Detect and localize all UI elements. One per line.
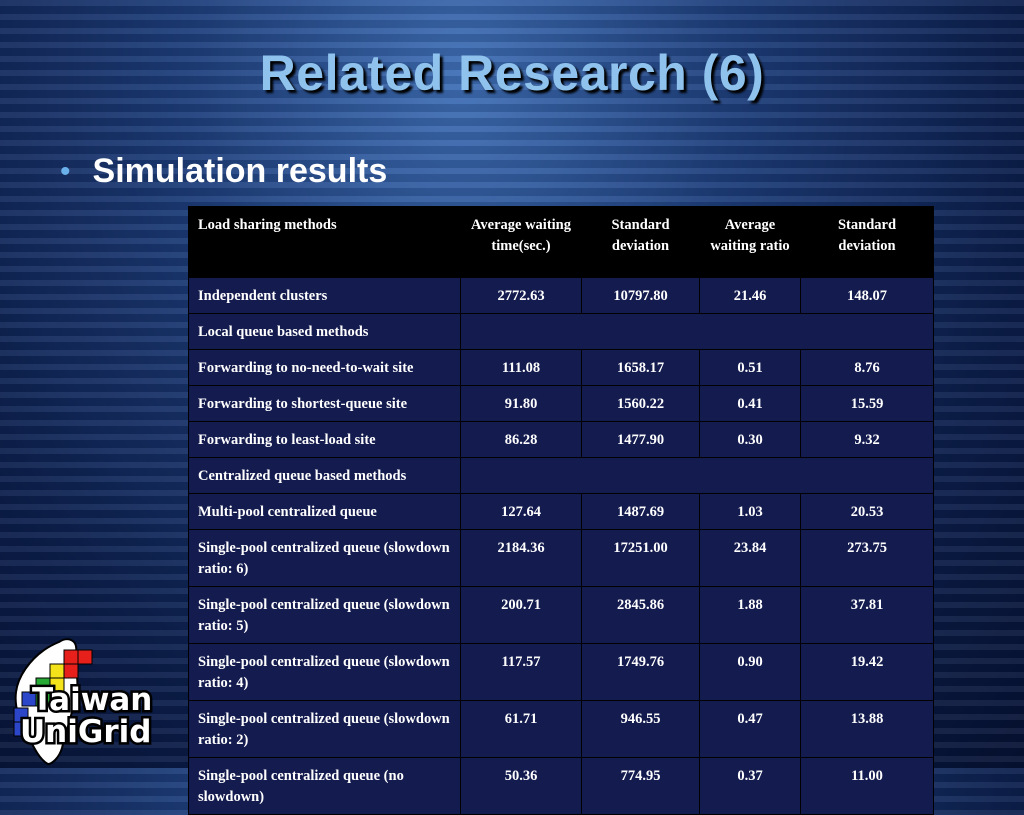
- table-cell: 1749.76: [581, 643, 700, 701]
- logo-text-taiwan: Taiwan: [32, 682, 152, 718]
- table-cell: 0.90: [699, 643, 801, 701]
- table-cell: 11.00: [800, 757, 934, 815]
- logo-text-unigrid: UniGrid: [20, 714, 151, 750]
- table-cell: 0.30: [699, 421, 801, 458]
- table-cell: 13.88: [800, 700, 934, 758]
- row-label: Single-pool centralized queue (slowdown …: [188, 643, 461, 701]
- table-cell: 117.57: [460, 643, 582, 701]
- table-row: Single-pool centralized queue (no slowdo…: [188, 757, 934, 815]
- column-header: Standard deviation: [581, 206, 700, 278]
- row-label: Forwarding to shortest-queue site: [188, 385, 461, 422]
- table-cell: 148.07: [800, 277, 934, 314]
- table-row: Single-pool centralized queue (slowdown …: [188, 700, 934, 758]
- table-cell: 21.46: [699, 277, 801, 314]
- table-cell: 19.42: [800, 643, 934, 701]
- table-cell: 0.37: [699, 757, 801, 815]
- table-row: Single-pool centralized queue (slowdown …: [188, 586, 934, 644]
- table-cell: 10797.80: [581, 277, 700, 314]
- table-cell: 273.75: [800, 529, 934, 587]
- table-cell: 1487.69: [581, 493, 700, 530]
- table-cell: 8.76: [800, 349, 934, 386]
- table-row: Forwarding to no-need-to-wait site 111.0…: [188, 349, 934, 386]
- section-label: Centralized queue based methods: [188, 457, 461, 494]
- table-cell: 61.71: [460, 700, 582, 758]
- table-cell: 1.03: [699, 493, 801, 530]
- table-cell: 2772.63: [460, 277, 582, 314]
- column-header: Average waiting ratio: [699, 206, 801, 278]
- column-header: Average waiting time(sec.): [460, 206, 582, 278]
- table-cell: 200.71: [460, 586, 582, 644]
- table-cell: 91.80: [460, 385, 582, 422]
- results-table: Load sharing methods Average waiting tim…: [188, 206, 934, 815]
- table-cell: 1.88: [699, 586, 801, 644]
- table-cell: 50.36: [460, 757, 582, 815]
- taiwan-unigrid-logo: Taiwan UniGrid: [13, 638, 155, 766]
- row-label: Forwarding to least-load site: [188, 421, 461, 458]
- bullet-item: • Simulation results: [60, 152, 387, 191]
- bullet-text: Simulation results: [92, 152, 388, 190]
- blank-cell: [460, 457, 934, 494]
- table-cell: 23.84: [699, 529, 801, 587]
- table-header-row: Load sharing methods Average waiting tim…: [188, 206, 934, 278]
- table-row: Independent clusters 2772.63 10797.80 21…: [188, 277, 934, 314]
- bullet-dot-icon: •: [60, 154, 71, 188]
- row-label: Multi-pool centralized queue: [188, 493, 461, 530]
- table-cell: 2845.86: [581, 586, 700, 644]
- column-header: Load sharing methods: [188, 206, 461, 278]
- row-label: Forwarding to no-need-to-wait site: [188, 349, 461, 386]
- table-cell: 1560.22: [581, 385, 700, 422]
- row-label: Single-pool centralized queue (slowdown …: [188, 700, 461, 758]
- table-cell: 774.95: [581, 757, 700, 815]
- logo-color-blocks: [13, 649, 93, 737]
- table-section-row: Local queue based methods: [188, 313, 934, 350]
- table-cell: 1658.17: [581, 349, 700, 386]
- table-cell: 17251.00: [581, 529, 700, 587]
- table-cell: 15.59: [800, 385, 934, 422]
- table-cell: 9.32: [800, 421, 934, 458]
- table-cell: 1477.90: [581, 421, 700, 458]
- table-cell: 86.28: [460, 421, 582, 458]
- row-label: Independent clusters: [188, 277, 461, 314]
- slide-title: Related Research (6): [259, 45, 765, 101]
- table-cell: 0.51: [699, 349, 801, 386]
- table-cell: 127.64: [460, 493, 582, 530]
- table-cell: 946.55: [581, 700, 700, 758]
- column-header: Standard deviation: [800, 206, 934, 278]
- row-label: Single-pool centralized queue (slowdown …: [188, 529, 461, 587]
- table-section-row: Centralized queue based methods: [188, 457, 934, 494]
- table-cell: 111.08: [460, 349, 582, 386]
- blank-cell: [460, 313, 934, 350]
- table-row: Multi-pool centralized queue 127.64 1487…: [188, 493, 934, 530]
- section-label: Local queue based methods: [188, 313, 461, 350]
- table-row: Forwarding to least-load site 86.28 1477…: [188, 421, 934, 458]
- table-cell: 2184.36: [460, 529, 582, 587]
- row-label: Single-pool centralized queue (no slowdo…: [188, 757, 461, 815]
- row-label: Single-pool centralized queue (slowdown …: [188, 586, 461, 644]
- table-cell: 0.41: [699, 385, 801, 422]
- table-row: Forwarding to shortest-queue site 91.80 …: [188, 385, 934, 422]
- table-cell: 20.53: [800, 493, 934, 530]
- table-cell: 37.81: [800, 586, 934, 644]
- table-row: Single-pool centralized queue (slowdown …: [188, 643, 934, 701]
- table-cell: 0.47: [699, 700, 801, 758]
- table-row: Single-pool centralized queue (slowdown …: [188, 529, 934, 587]
